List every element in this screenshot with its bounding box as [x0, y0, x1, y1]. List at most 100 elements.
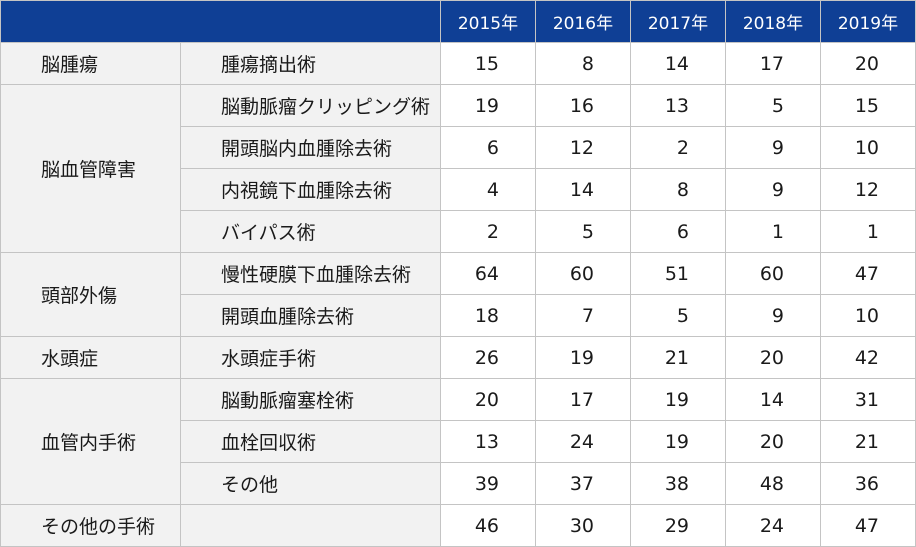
category-cell: 頭部外傷 [0, 252, 181, 337]
category-cell: 脳血管障害 [0, 84, 181, 253]
count-cell: 14 [630, 42, 726, 85]
header-year-2016: 2016年 [535, 0, 631, 43]
header-year-2019: 2019年 [820, 0, 916, 43]
count-cell: 20 [820, 42, 916, 85]
count-cell: 14 [725, 378, 821, 421]
table-header: 2015年 2016年 2017年 2018年 2019年 [0, 0, 916, 43]
count-cell: 19 [630, 378, 726, 421]
procedure-cell: バイパス術 [180, 210, 441, 253]
procedure-cell: 開頭血腫除去術 [180, 294, 441, 337]
count-cell: 39 [440, 462, 536, 505]
count-cell: 2 [440, 210, 536, 253]
count-cell: 17 [725, 42, 821, 85]
count-cell: 26 [440, 336, 536, 379]
procedure-cell: 脳動脈瘤塞栓術 [180, 378, 441, 421]
count-cell: 42 [820, 336, 916, 379]
count-cell: 19 [535, 336, 631, 379]
table-row: その他の手術 46 30 29 24 47 [0, 504, 916, 547]
table-row: 水頭症 水頭症手術 26 19 21 20 42 [0, 336, 916, 379]
count-cell: 19 [440, 84, 536, 127]
count-cell: 21 [630, 336, 726, 379]
count-cell: 20 [725, 420, 821, 463]
count-cell: 60 [535, 252, 631, 295]
procedure-cell: 内視鏡下血腫除去術 [180, 168, 441, 211]
count-cell: 1 [820, 210, 916, 253]
count-cell: 20 [725, 336, 821, 379]
count-cell: 36 [820, 462, 916, 505]
count-cell: 5 [725, 84, 821, 127]
table-row: 血栓回収術 13 24 19 20 21 [1, 420, 916, 463]
count-cell: 9 [725, 294, 821, 337]
count-cell: 7 [535, 294, 631, 337]
count-cell: 18 [440, 294, 536, 337]
count-cell: 31 [820, 378, 916, 421]
procedure-cell: 水頭症手術 [180, 336, 441, 379]
count-cell: 9 [725, 126, 821, 169]
category-cell: その他の手術 [0, 504, 181, 547]
count-cell: 5 [630, 294, 726, 337]
count-cell: 60 [725, 252, 821, 295]
count-cell: 8 [630, 168, 726, 211]
count-cell: 8 [535, 42, 631, 85]
count-cell: 19 [630, 420, 726, 463]
table-row: 開頭脳内血腫除去術 6 12 2 9 10 [1, 126, 916, 169]
category-cell: 脳腫瘍 [0, 42, 181, 85]
table-row: 開頭血腫除去術 18 7 5 9 10 [1, 294, 916, 337]
procedure-cell: 開頭脳内血腫除去術 [180, 126, 441, 169]
count-cell: 48 [725, 462, 821, 505]
table-body: 脳腫瘍 腫瘍摘出術 15 8 14 17 20 脳血管障害 脳動脈瘤クリッピング術 19 16 13 5… [0, 42, 916, 547]
procedure-cell [180, 504, 441, 547]
table-row: 血管内手術 脳動脈瘤塞栓術 20 17 19 14 31 [0, 378, 916, 505]
table-row: 脳血管障害 脳動脈瘤クリッピング術 19 16 13 5 15 [0, 84, 916, 253]
header-year-2015: 2015年 [440, 0, 536, 43]
count-cell: 64 [440, 252, 536, 295]
count-cell: 5 [535, 210, 631, 253]
count-cell: 4 [440, 168, 536, 211]
header-corner-cell [0, 0, 441, 43]
count-cell: 38 [630, 462, 726, 505]
table-row: バイパス術 2 5 6 1 1 [1, 210, 916, 253]
count-cell: 13 [440, 420, 536, 463]
count-cell: 10 [820, 294, 916, 337]
count-cell: 6 [440, 126, 536, 169]
count-cell: 14 [535, 168, 631, 211]
count-cell: 20 [440, 378, 536, 421]
count-cell: 46 [440, 504, 536, 547]
category-cell: 血管内手術 [0, 378, 181, 505]
count-cell: 21 [820, 420, 916, 463]
count-cell: 16 [535, 84, 631, 127]
count-cell: 24 [725, 504, 821, 547]
count-cell: 9 [725, 168, 821, 211]
count-cell: 47 [820, 252, 916, 295]
count-cell: 2 [630, 126, 726, 169]
procedure-cell: 腫瘍摘出術 [180, 42, 441, 85]
count-cell: 10 [820, 126, 916, 169]
procedure-cell: その他 [180, 462, 441, 505]
count-cell: 17 [535, 378, 631, 421]
category-cell: 水頭症 [0, 336, 181, 379]
count-cell: 13 [630, 84, 726, 127]
count-cell: 30 [535, 504, 631, 547]
count-cell: 1 [725, 210, 821, 253]
count-cell: 12 [535, 126, 631, 169]
header-year-2018: 2018年 [725, 0, 821, 43]
table-row: 脳腫瘍 腫瘍摘出術 15 8 14 17 20 [0, 42, 916, 85]
header-year-2017: 2017年 [630, 0, 726, 43]
table-row: 頭部外傷 慢性硬膜下血腫除去術 64 60 51 60 47 [0, 252, 916, 337]
table-row: 内視鏡下血腫除去術 4 14 8 9 12 [1, 168, 916, 211]
count-cell: 29 [630, 504, 726, 547]
header-row: 2015年 2016年 2017年 2018年 2019年 [0, 0, 916, 43]
count-cell: 37 [535, 462, 631, 505]
procedure-cell: 脳動脈瘤クリッピング術 [180, 84, 441, 127]
count-cell: 47 [820, 504, 916, 547]
count-cell: 6 [630, 210, 726, 253]
count-cell: 15 [440, 42, 536, 85]
count-cell: 15 [820, 84, 916, 127]
procedure-cell: 血栓回収術 [180, 420, 441, 463]
count-cell: 12 [820, 168, 916, 211]
procedure-cell: 慢性硬膜下血腫除去術 [180, 252, 441, 295]
count-cell: 51 [630, 252, 726, 295]
table-row: その他 39 37 38 48 36 [1, 462, 916, 505]
count-cell: 24 [535, 420, 631, 463]
